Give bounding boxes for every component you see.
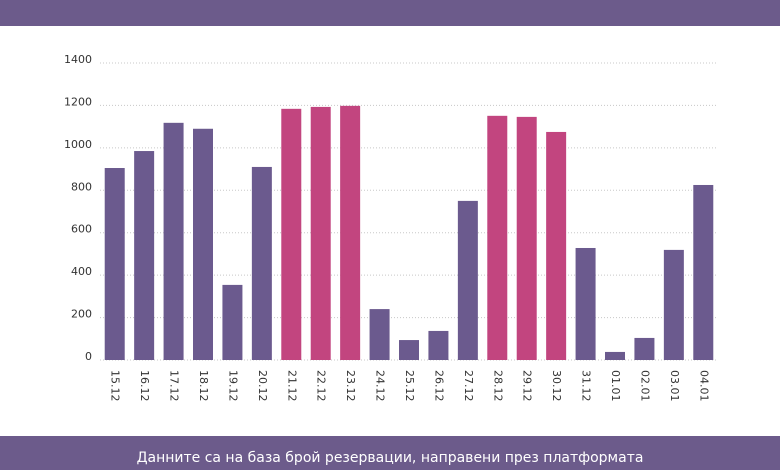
bar <box>281 108 302 360</box>
y-tick-label: 1000 <box>64 138 92 151</box>
x-tick-label: 30.12 <box>550 370 563 402</box>
y-tick-label: 400 <box>71 265 92 278</box>
bar <box>546 131 567 360</box>
x-tick-label: 15.12 <box>109 370 122 402</box>
bar <box>575 247 596 360</box>
footnote: Данните са на база брой резервации, напр… <box>137 450 644 466</box>
bar <box>340 105 361 360</box>
footer-band <box>0 436 780 470</box>
bar <box>516 116 537 361</box>
bar <box>251 166 272 360</box>
x-tick-label: 22.12 <box>315 370 328 402</box>
bar <box>193 128 213 360</box>
bar <box>634 337 655 360</box>
x-tick-label: 03.01 <box>668 370 681 402</box>
x-tick-label: 25.12 <box>403 370 416 402</box>
bar <box>104 168 125 360</box>
bar <box>222 284 243 360</box>
y-tick-label: 0 <box>85 350 92 363</box>
x-tick-label: 21.12 <box>285 370 298 402</box>
y-tick-label: 800 <box>71 180 92 193</box>
x-tick-label: 01.01 <box>609 370 622 402</box>
x-tick-label: 24.12 <box>374 370 387 402</box>
x-tick-label: 02.01 <box>638 370 651 402</box>
x-tick-label: 27.12 <box>462 370 475 402</box>
x-tick-label: 29.12 <box>521 370 534 402</box>
bar <box>310 106 331 360</box>
bar <box>487 115 508 360</box>
y-tick-label: 600 <box>71 223 92 236</box>
bar <box>428 330 449 360</box>
bar <box>605 351 625 360</box>
x-tick-label: 17.12 <box>168 370 181 402</box>
x-tick-label: 18.12 <box>197 370 210 402</box>
x-tick-label: 23.12 <box>344 370 357 402</box>
bar <box>134 151 155 360</box>
bar <box>693 184 714 360</box>
y-tick-label: 200 <box>71 308 92 321</box>
bar <box>399 340 419 360</box>
y-tick-label: 1400 <box>64 53 92 66</box>
bar <box>163 122 184 361</box>
y-tick-label: 1200 <box>64 95 92 108</box>
x-tick-label: 19.12 <box>226 370 239 402</box>
x-tick-label: 26.12 <box>432 370 445 402</box>
bar <box>457 200 478 360</box>
header-band <box>0 0 780 26</box>
bar <box>369 309 390 360</box>
x-tick-label: 31.12 <box>580 370 593 402</box>
bar <box>663 249 684 360</box>
x-tick-label: 28.12 <box>491 370 504 402</box>
x-tick-label: 20.12 <box>256 370 269 402</box>
x-tick-label: 16.12 <box>138 370 151 402</box>
x-tick-label: 04.01 <box>697 370 710 402</box>
